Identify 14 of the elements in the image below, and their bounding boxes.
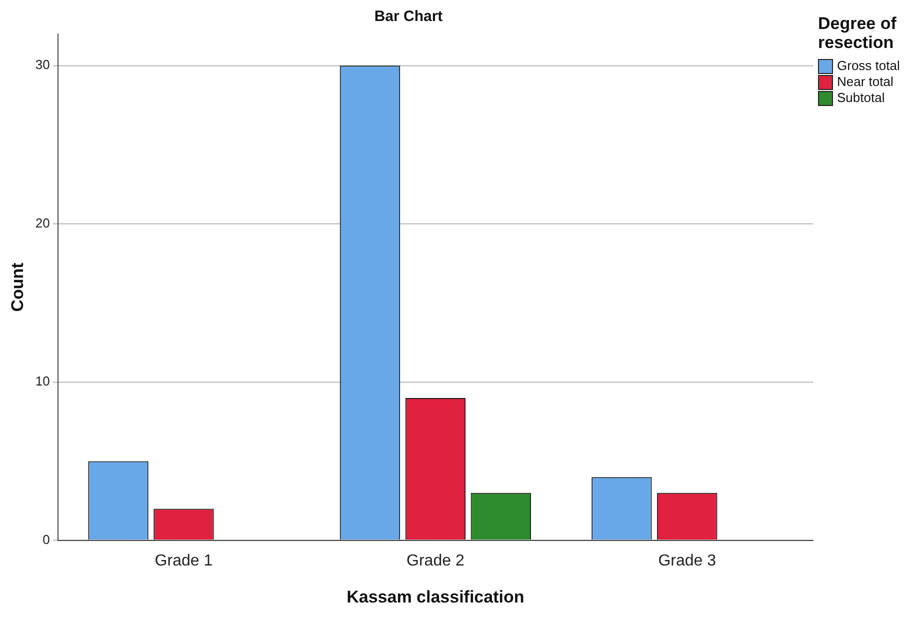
chart-title: Bar Chart <box>374 8 443 26</box>
legend-label: Subtotal <box>837 90 885 106</box>
x-tick-label: Grade 1 <box>154 552 213 570</box>
x-tick-label: Grade 3 <box>658 552 716 570</box>
legend-title: Degree of resection <box>818 14 898 52</box>
y-tick-label: 30 <box>35 57 50 72</box>
y-tick-label: 10 <box>35 374 50 389</box>
y-tick-label: 20 <box>35 215 50 230</box>
y-axis-title: Count <box>8 262 27 312</box>
legend-label: Gross total <box>837 58 900 74</box>
x-tick-label: Grade 2 <box>406 552 464 570</box>
legend-label: Near total <box>837 74 894 90</box>
y-tick-label: 0 <box>42 532 50 547</box>
x-axis-title: Kassam classification <box>346 587 524 606</box>
